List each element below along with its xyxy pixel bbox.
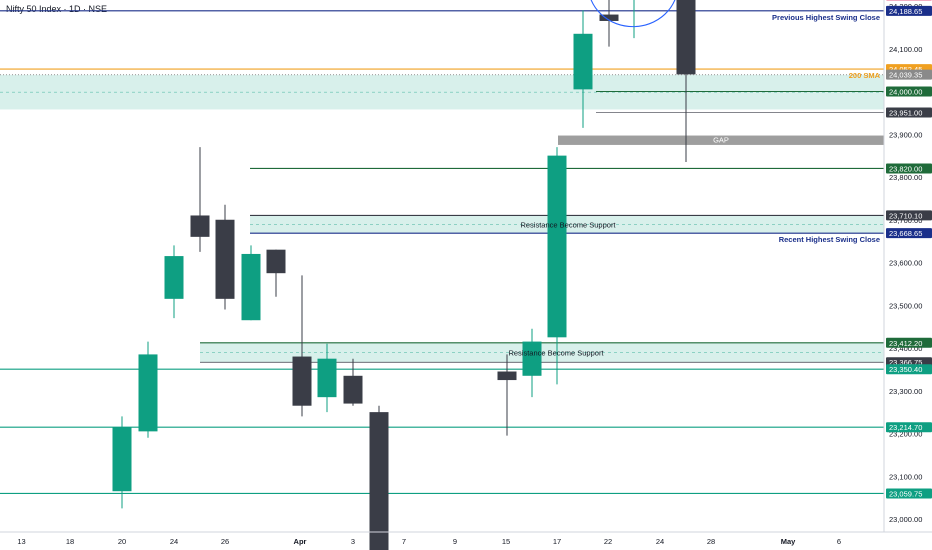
candle-body-15 xyxy=(599,14,619,21)
candle-body-12 xyxy=(522,341,542,376)
x-tick-label-6: 3 xyxy=(351,537,355,546)
candle-body-7 xyxy=(292,356,312,406)
x-tick-label-0: 13 xyxy=(17,537,25,546)
price-badge-11 xyxy=(886,228,932,239)
price-badge-text-13: 23,366.75 xyxy=(889,358,922,367)
y-tick-label-9: 23,900.00 xyxy=(889,130,922,139)
price-badge-4 xyxy=(886,5,932,16)
price-badge-12 xyxy=(886,337,932,348)
y-tick-label-3: 23,300.00 xyxy=(889,387,922,396)
zone-2 xyxy=(0,74,884,110)
x-tick-label-1: 18 xyxy=(66,537,74,546)
candle-body-5 xyxy=(241,253,261,321)
price-badge-14 xyxy=(886,364,932,375)
price-badge-text-4: 24,188.65 xyxy=(889,7,922,16)
x-tick-label-15: 6 xyxy=(837,537,841,546)
price-badge-16 xyxy=(886,488,932,499)
x-tick-label-3: 24 xyxy=(170,537,178,546)
candle-body-1 xyxy=(138,354,158,432)
zone-3 xyxy=(250,215,884,234)
recent-high-label: Recent Highest Swing Close xyxy=(779,235,880,244)
candle-body-3 xyxy=(190,215,210,237)
candle-body-0 xyxy=(112,427,132,492)
prev-high-label: Previous Highest Swing Close xyxy=(772,13,880,22)
price-badge-text-14: 23,350.40 xyxy=(889,365,922,374)
resist-label-2: Resistance Become Support xyxy=(508,349,604,358)
candle-body-6 xyxy=(266,249,286,274)
x-tick-label-9: 15 xyxy=(502,537,510,546)
candle-body-11 xyxy=(497,371,517,381)
candle-body-13 xyxy=(547,155,567,338)
candle-body-2 xyxy=(164,256,184,299)
x-tick-label-13: 28 xyxy=(707,537,715,546)
y-tick-label-4: 23,400.00 xyxy=(889,344,922,353)
y-tick-label-11: 24,100.00 xyxy=(889,45,922,54)
candle-body-4 xyxy=(215,219,235,299)
candle-body-9 xyxy=(343,375,363,404)
x-tick-label-14: May xyxy=(781,537,796,546)
candle-body-14 xyxy=(573,33,593,90)
x-tick-label-12: 24 xyxy=(656,537,664,546)
price-badge-6 xyxy=(886,69,932,80)
x-tick-label-7: 7 xyxy=(402,537,406,546)
x-tick-label-10: 17 xyxy=(553,537,561,546)
y-tick-label-8: 23,800.00 xyxy=(889,173,922,182)
x-tick-label-5: Apr xyxy=(294,537,307,546)
price-badge-text-16: 23,059.75 xyxy=(889,489,922,498)
price-badge-text-5: 24,052.45 xyxy=(889,65,922,74)
gap-label: GAP xyxy=(713,136,729,145)
y-tick-label-6: 23,600.00 xyxy=(889,259,922,268)
sma-label: 200 SMA xyxy=(849,71,881,80)
y-tick-label-1: 23,100.00 xyxy=(889,472,922,481)
highlight-circle xyxy=(590,0,676,28)
y-tick-label-0: 23,000.00 xyxy=(889,515,922,524)
x-tick-label-4: 26 xyxy=(221,537,229,546)
price-badge-text-6: 24,039.35 xyxy=(889,71,922,80)
price-badge-7 xyxy=(886,86,932,97)
candle-body-10 xyxy=(369,412,389,550)
chart-title: Nifty 50 Index · 1D · NSE xyxy=(6,4,108,14)
price-badge-9 xyxy=(886,163,932,174)
price-badge-10 xyxy=(886,210,932,221)
price-badge-text-15: 23,214.70 xyxy=(889,423,922,432)
price-badge-text-12: 23,412.20 xyxy=(889,339,922,348)
x-tick-label-11: 22 xyxy=(604,537,612,546)
gap-zone xyxy=(558,135,884,145)
price-badge-text-11: 23,668.65 xyxy=(889,229,922,238)
y-tick-label-2: 23,200.00 xyxy=(889,430,922,439)
candle-body-18 xyxy=(676,0,696,75)
price-badge-text-8: 23,951.00 xyxy=(889,108,922,117)
x-tick-label-8: 9 xyxy=(453,537,457,546)
price-badge-15 xyxy=(886,422,932,433)
price-badge-text-7: 24,000.00 xyxy=(889,88,922,97)
candle-body-8 xyxy=(317,358,337,398)
x-tick-label-2: 20 xyxy=(118,537,126,546)
price-badge-text-10: 23,710.10 xyxy=(889,211,922,220)
resist-label-1: Resistance Become Support xyxy=(520,220,616,229)
price-badge-text-9: 23,820.00 xyxy=(889,164,922,173)
y-tick-label-5: 23,500.00 xyxy=(889,301,922,310)
price-badge-8 xyxy=(886,107,932,118)
